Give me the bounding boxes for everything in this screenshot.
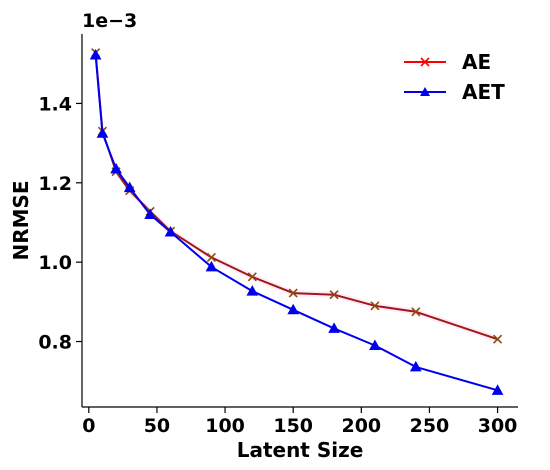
point-aet [246,285,259,296]
point-aet [96,127,109,138]
point-aet [369,339,381,350]
point-aet [491,384,504,395]
x-tick-label: 150 [273,415,313,437]
point-aet [89,49,102,60]
y-tick-label: 1.4 [38,93,72,115]
x-tick-label: 50 [144,415,170,437]
series-layer [89,48,504,395]
point-ae [247,272,257,282]
x-tick-label: 0 [82,415,95,437]
x-axis-label: Latent Size [237,438,364,462]
point-aet [144,208,156,220]
point-ae [288,288,298,298]
point-aet [287,303,300,315]
marker-x [288,288,298,298]
point-aet [123,181,136,193]
legend-entry-aet: AET [404,80,505,104]
y-offset-label: 1e−3 [82,10,137,32]
ae-band [95,49,498,343]
y-tick-label: 0.8 [38,332,72,354]
x-tick-label: 300 [478,415,518,437]
point-ae [370,301,380,311]
marker-x [206,252,217,262]
point-aet [409,360,422,372]
legend-label: AET [462,80,505,104]
marker-x [329,290,339,300]
legend-marker-x [420,57,430,67]
point-aet [205,260,218,272]
x-tick-label: 200 [341,415,381,437]
point-aet [110,162,122,174]
legend-label: AE [462,50,491,74]
series-line-aet [94,54,498,392]
marker-x [370,301,380,311]
y-tick-label: 1.0 [38,252,72,274]
point-ae [411,307,421,317]
point-ae [206,252,217,262]
y-axis-label: NRMSE [9,180,33,260]
x-tick-label: 250 [410,415,450,437]
legend-entry-ae: AE [404,50,491,74]
legend: AE AET [404,50,505,104]
x-tick-label: 100 [205,415,245,437]
point-aet [164,225,177,237]
point-ae [329,290,339,300]
marker-x [492,334,503,344]
marker-x [411,307,421,317]
marker-x [247,272,257,282]
confidence-bands [95,49,498,343]
legend-marker-triangle [420,87,430,96]
axes: 0 50 100 150 200 250 300 0.8 1.0 1.2 1.4 [38,34,518,437]
point-aet [328,322,340,333]
point-ae [492,334,503,344]
y-tick-label: 1.2 [38,173,72,195]
